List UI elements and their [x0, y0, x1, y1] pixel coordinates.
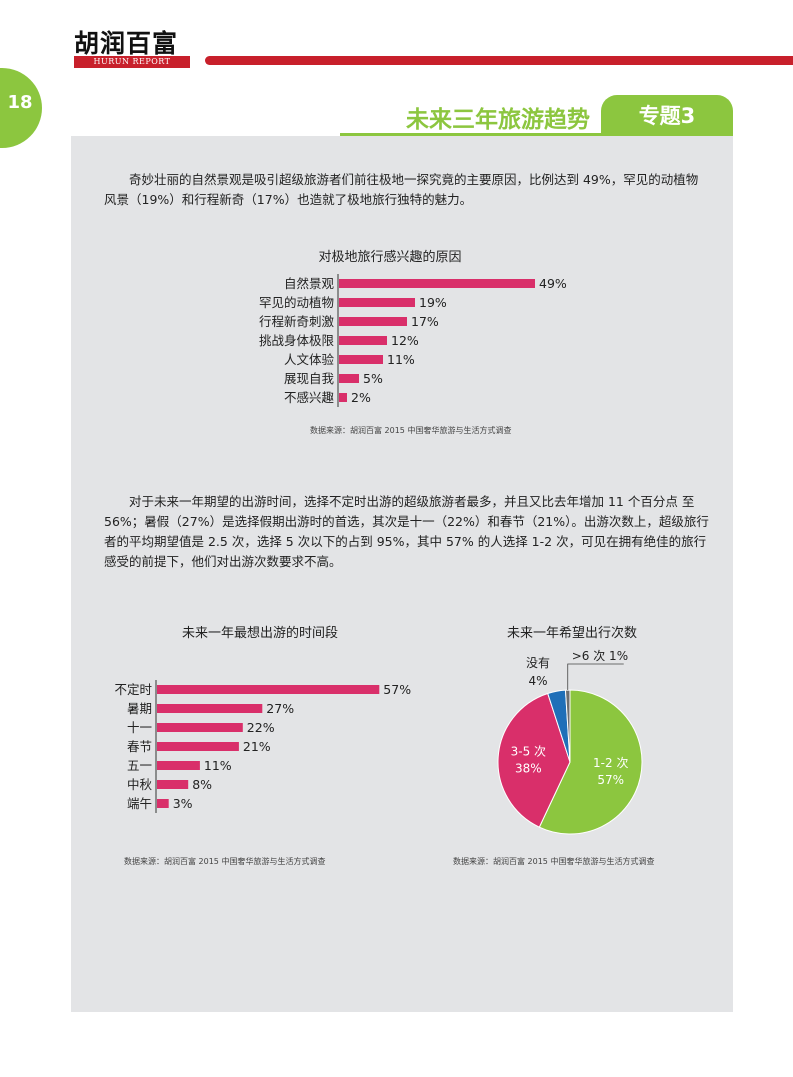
chart1-bar [339, 279, 535, 288]
chart2-value-label: 57% [383, 682, 411, 697]
chart2-title: 未来一年最想出游的时间段 [181, 626, 338, 641]
chart2-bar [157, 780, 189, 789]
header-red-rule [205, 56, 793, 65]
section-underline [340, 133, 733, 136]
chart2-value-label: 8% [192, 777, 212, 792]
chart3-title: 未来一年希望出行次数 [506, 626, 637, 641]
chart2-value-label: 11% [204, 758, 232, 773]
chart1-value-label: 5% [363, 371, 383, 386]
chart2-bar [157, 704, 263, 713]
chart2-bar [157, 799, 169, 808]
travel-time-paragraph: 对于未来一年期望的出游时间，选择不定时出游的超级旅游者最多，并且又比去年增加 1… [104, 494, 709, 569]
pie-slice-name-0: 1-2 次 [593, 756, 628, 770]
pie-slice-label-3: >6 次 1% [572, 649, 628, 663]
chart2-category-label: 中秋 [127, 777, 153, 792]
chart1-category-label: 罕见的动植物 [259, 295, 334, 310]
chart1-category-label: 人文体验 [284, 352, 335, 367]
chart1-category-label: 挑战身体极限 [259, 333, 335, 348]
pie-slice-name-1: 3-5 次 [511, 744, 546, 758]
logo-chinese-text: 胡润百富 [74, 29, 179, 58]
pie-slice-name-2: 没有 [526, 655, 550, 670]
pie-slice-0 [538, 689, 643, 835]
chart2-bar [157, 761, 200, 770]
chart1-value-label: 49% [539, 276, 567, 291]
chart1-category-label: 自然景观 [284, 276, 335, 291]
chart2-bar [157, 723, 243, 732]
polar-interest-bar-chart: 自然景观 49% 罕见的动植物 19% 行程新奇刺激 17% 挑战身体极限 12% 人文体验 11… [259, 274, 567, 407]
chart1-title: 对极地旅行感兴趣的原因 [318, 250, 462, 265]
intro-paragraph: 奇妙壮丽的自然景观是吸引超级旅游者们前往极地一探究竟的主要原因，比例达到 49%… [104, 172, 699, 207]
chart1-category-label: 不感兴趣 [284, 390, 335, 405]
chart2-category-label: 端午 [127, 796, 152, 811]
trip-count-pie-chart: 1-2 次 57% 3-5 次 38% 没有 4% >6 次 1% [497, 649, 643, 835]
chart1-value-label: 17% [411, 314, 439, 329]
chart1-source: 数据来源：胡润百富 2015 中国奢华旅游与生活方式调查 [310, 426, 512, 435]
chart1-bar [339, 374, 359, 383]
chart1-value-label: 2% [351, 390, 371, 405]
chart1-value-label: 11% [387, 352, 415, 367]
chart2-category-label: 十一 [127, 720, 152, 735]
chart2-category-label: 暑期 [127, 701, 152, 716]
chart1-bar [339, 298, 415, 307]
pie-slice-value-1: 38% [515, 761, 542, 775]
chart2-bar [157, 685, 380, 694]
chart1-bar [339, 336, 387, 345]
chart2-value-label: 21% [243, 739, 271, 754]
chart2-value-label: 22% [247, 720, 275, 735]
chart1-value-label: 12% [391, 333, 419, 348]
hurun-logo: 胡润百富 HURUN REPORT [74, 24, 192, 70]
pie-slice-value-2: 4% [528, 674, 547, 688]
chart2-source: 数据来源：胡润百富 2015 中国奢华旅游与生活方式调查 [124, 857, 326, 866]
chart1-bar [339, 393, 347, 402]
page-number: 18 [7, 92, 33, 113]
chart1-bar [339, 355, 383, 364]
chart2-category-label: 不定时 [114, 682, 152, 697]
pie-slice-3 [564, 689, 571, 763]
chart1-value-label: 19% [419, 295, 447, 310]
chart3-source: 数据来源：胡润百富 2015 中国奢华旅游与生活方式调查 [453, 857, 655, 866]
travel-period-bar-chart: 不定时 57% 暑期 27% 十一 22% 春节 21% 五一 11% 中秋 8% 端午 3% [114, 680, 411, 813]
pie-slice-value-0: 57% [597, 773, 624, 787]
chart1-category-label: 行程新奇刺激 [259, 314, 335, 329]
chart2-category-label: 五一 [127, 758, 152, 773]
chart2-value-label: 3% [173, 796, 193, 811]
chart2-value-label: 27% [266, 701, 294, 716]
chart1-category-label: 展现自我 [284, 371, 335, 386]
section-title: 未来三年旅游趋势 [406, 107, 590, 133]
chart2-category-label: 春节 [127, 739, 152, 754]
chart2-bar [157, 742, 239, 751]
logo-english-text: HURUN REPORT [74, 56, 190, 68]
content-panel [71, 136, 733, 1012]
section-tab: 专题3 [601, 95, 733, 135]
pie-slice-1 [497, 692, 571, 828]
pie-leader-line [567, 663, 624, 691]
chart1-bar [339, 317, 407, 326]
